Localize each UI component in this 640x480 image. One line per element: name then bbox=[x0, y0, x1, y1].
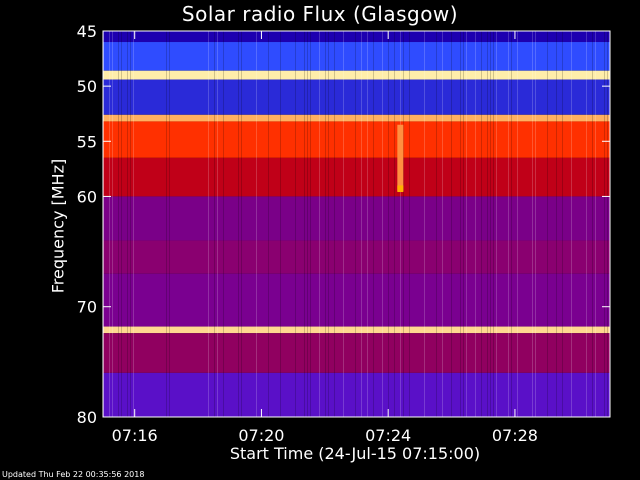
noise-column bbox=[238, 31, 239, 417]
noise-column bbox=[493, 31, 494, 417]
noise-column bbox=[451, 31, 452, 417]
noise-column bbox=[127, 31, 128, 417]
y-tick-label: 45 bbox=[77, 22, 97, 41]
noise-column bbox=[466, 31, 467, 417]
noise-column bbox=[409, 31, 410, 417]
x-axis-label: Start Time (24-Jul-15 07:15:00) bbox=[229, 444, 481, 463]
noise-column bbox=[394, 31, 395, 417]
noise-column bbox=[496, 31, 497, 417]
noise-column bbox=[130, 31, 131, 417]
noise-column bbox=[424, 31, 425, 417]
noise-column bbox=[607, 31, 608, 417]
noise-column bbox=[307, 31, 308, 417]
frequency-band-3 bbox=[103, 79, 610, 115]
noise-column bbox=[595, 31, 596, 417]
x-tick-label: 07:20 bbox=[238, 426, 284, 445]
frequency-band-6 bbox=[103, 157, 610, 197]
chart-title: Solar radio Flux (Glasgow) bbox=[181, 2, 459, 26]
noise-column bbox=[532, 31, 533, 417]
noise-column bbox=[463, 31, 464, 417]
noise-column bbox=[373, 31, 374, 417]
noise-column bbox=[355, 31, 356, 417]
noise-column bbox=[328, 31, 329, 417]
axis-ticks bbox=[103, 30, 610, 418]
noise-column bbox=[343, 31, 344, 417]
noise-column bbox=[223, 31, 224, 417]
frequency-band-11 bbox=[103, 333, 610, 373]
noise-column bbox=[562, 31, 563, 417]
y-tick-label: 80 bbox=[77, 408, 97, 427]
burst-event-1 bbox=[397, 185, 404, 193]
noise-column bbox=[400, 31, 401, 417]
noise-column bbox=[217, 31, 218, 417]
noise-column bbox=[241, 31, 242, 417]
y-axis-label: Frequency [MHz] bbox=[48, 158, 68, 294]
noise-column bbox=[304, 31, 305, 417]
frequency-band-5 bbox=[103, 121, 610, 158]
frequency-band-4 bbox=[103, 114, 610, 122]
noise-column bbox=[256, 31, 257, 417]
noise-column bbox=[442, 31, 443, 417]
noise-column bbox=[436, 31, 437, 417]
noise-column bbox=[586, 31, 587, 417]
noise-column bbox=[517, 31, 518, 417]
frequency-band-8 bbox=[103, 240, 610, 274]
y-tick-label: 70 bbox=[77, 298, 97, 317]
noise-column bbox=[121, 31, 122, 417]
frequency-band-10 bbox=[103, 326, 610, 334]
noise-column bbox=[535, 31, 536, 417]
noise-column bbox=[268, 31, 269, 417]
noise-column bbox=[490, 31, 491, 417]
frequency-band-12 bbox=[103, 372, 610, 417]
burst-event-0 bbox=[397, 124, 404, 191]
noise-column bbox=[403, 31, 404, 417]
x-tick-label: 07:16 bbox=[112, 426, 158, 445]
noise-column bbox=[133, 31, 134, 417]
noise-column bbox=[166, 31, 167, 417]
noise-column bbox=[547, 31, 548, 417]
noise-texture bbox=[103, 31, 608, 417]
noise-column bbox=[334, 31, 335, 417]
noise-column bbox=[508, 31, 509, 417]
noise-column bbox=[319, 31, 320, 417]
noise-column bbox=[310, 31, 311, 417]
frequency-band-1 bbox=[103, 42, 610, 71]
frequency-band-9 bbox=[103, 273, 610, 327]
x-tick-label: 07:28 bbox=[492, 426, 538, 445]
noise-column bbox=[487, 31, 488, 417]
updated-timestamp: Updated Thu Feb 22 00:35:56 2018 bbox=[2, 470, 145, 479]
noise-column bbox=[475, 31, 476, 417]
noise-column bbox=[361, 31, 362, 417]
noise-column bbox=[481, 31, 482, 417]
plot-frame bbox=[102, 30, 611, 418]
noise-column bbox=[388, 31, 389, 417]
noise-column bbox=[214, 31, 215, 417]
x-tick-label: 07:24 bbox=[365, 426, 411, 445]
noise-column bbox=[511, 31, 512, 417]
noise-column bbox=[208, 31, 209, 417]
noise-column bbox=[169, 31, 170, 417]
noise-column bbox=[571, 31, 572, 417]
y-tick-label: 55 bbox=[77, 132, 97, 151]
noise-column bbox=[592, 31, 593, 417]
noise-column bbox=[280, 31, 281, 417]
noise-column bbox=[112, 31, 113, 417]
noise-column bbox=[460, 31, 461, 417]
axis-tick-labels: 45 50 55 60 70 80 07:16 07:20 07:24 07:28 bbox=[77, 22, 538, 445]
noise-column bbox=[556, 31, 557, 417]
noise-column bbox=[295, 31, 296, 417]
heatmap-area bbox=[102, 30, 611, 418]
frequency-band-0 bbox=[103, 31, 610, 43]
y-tick-label: 50 bbox=[77, 77, 97, 96]
noise-column bbox=[382, 31, 383, 417]
y-tick-label: 60 bbox=[77, 187, 97, 206]
noise-column bbox=[325, 31, 326, 417]
frequency-band-7 bbox=[103, 196, 610, 241]
noise-column bbox=[109, 31, 110, 417]
frequency-band-2 bbox=[103, 70, 610, 80]
noise-column bbox=[367, 31, 368, 417]
noise-column bbox=[118, 31, 119, 417]
noise-column bbox=[604, 31, 605, 417]
